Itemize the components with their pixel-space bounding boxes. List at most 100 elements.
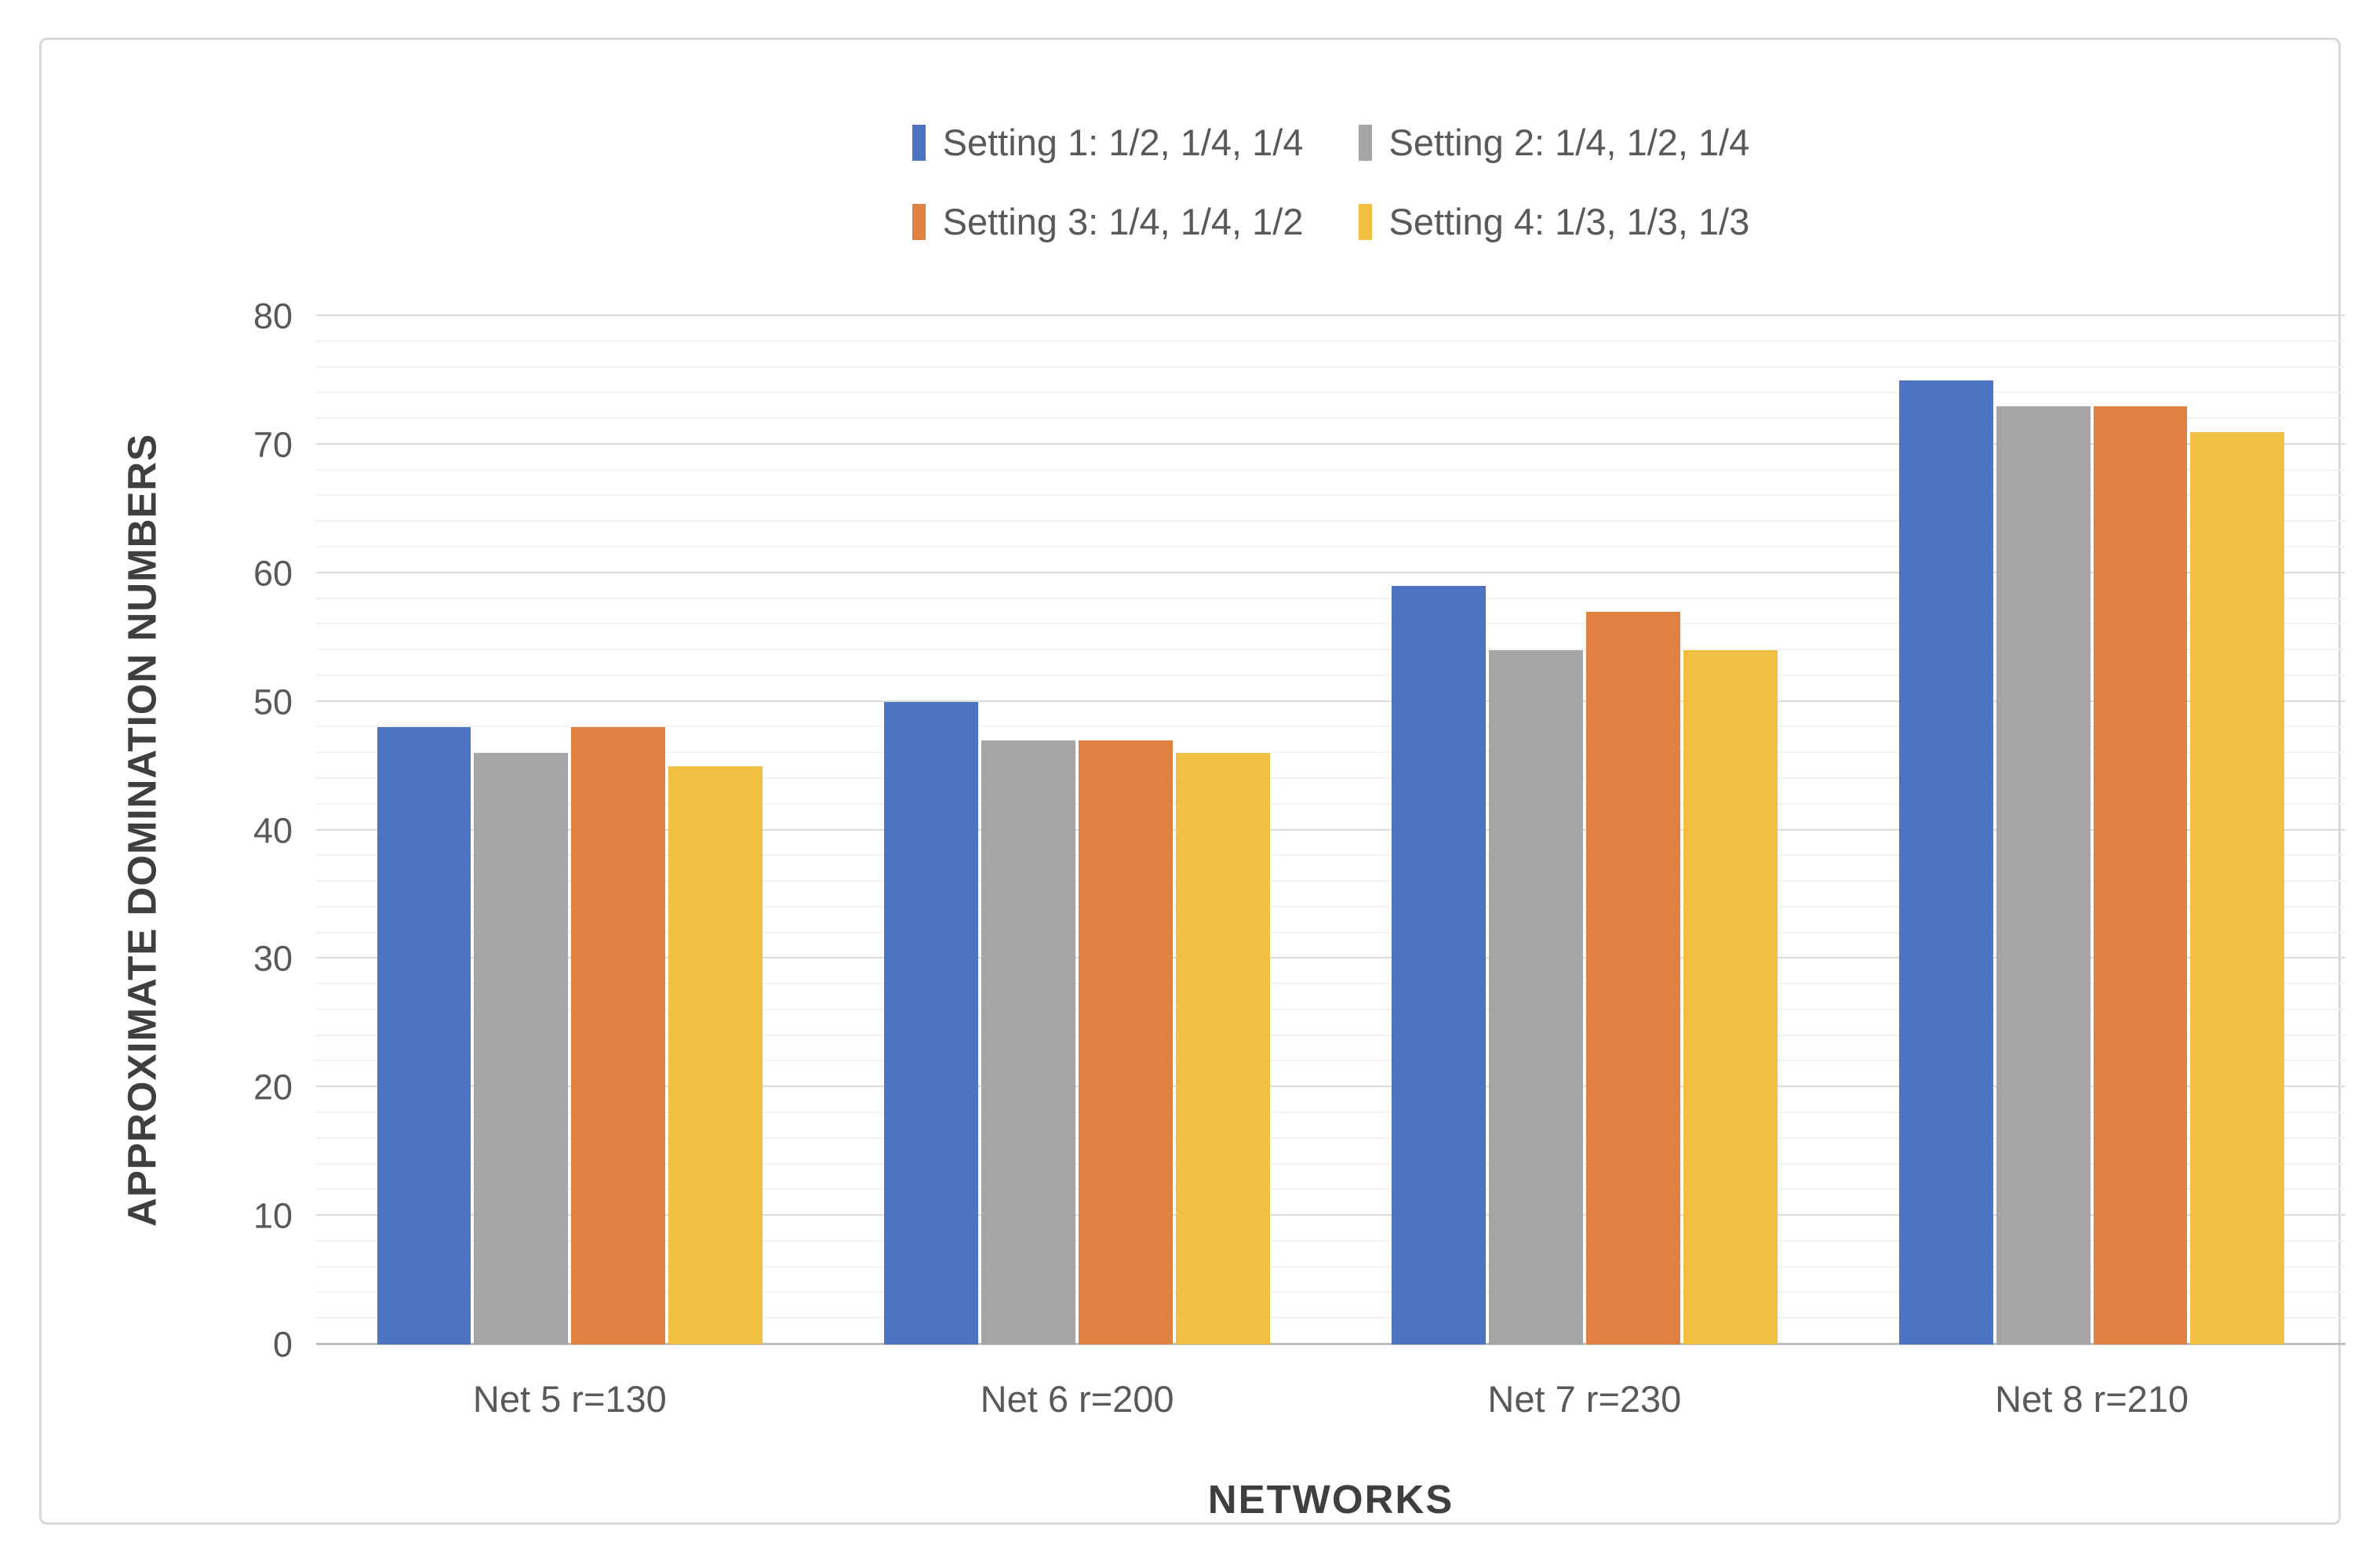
x-category-label: Net 8 r=210	[1995, 1378, 2189, 1420]
major-gridline	[316, 1214, 2345, 1217]
y-tick-label: 80	[253, 296, 293, 336]
minor-gridline	[316, 880, 2345, 882]
x-category-label: Net 6 r=200	[980, 1378, 1174, 1420]
minor-gridline	[316, 597, 2345, 599]
bar	[1175, 753, 1270, 1344]
y-tick-label: 10	[253, 1195, 293, 1236]
minor-gridline	[316, 1034, 2345, 1036]
minor-gridline	[316, 905, 2345, 907]
legend-item: Setting 1: 1/2, 1/4, 1/4	[912, 121, 1304, 164]
legend-item: Setting 4: 1/3, 1/3, 1/3	[1358, 200, 1750, 243]
bar	[474, 753, 569, 1344]
minor-gridline	[316, 777, 2345, 779]
minor-gridline	[316, 468, 2345, 471]
bar-group	[1331, 316, 1839, 1344]
y-tick-label: 0	[272, 1324, 293, 1365]
x-category-labels: Net 5 r=130 Net 6 r=200 Net 7 r=230 Net 8 r…	[316, 1377, 2345, 1420]
major-gridline	[316, 315, 2345, 316]
minor-gridline	[316, 1317, 2345, 1319]
bar	[1488, 650, 1583, 1344]
bar	[981, 740, 1076, 1344]
bar	[1996, 406, 2091, 1344]
y-axis-title: APPROXIMATE DOMINATION NUMBERS	[119, 433, 165, 1228]
major-gridline	[316, 1086, 2345, 1088]
bar-group	[1838, 316, 2345, 1344]
minor-gridline	[316, 1008, 2345, 1010]
y-tick-label: 50	[253, 682, 293, 722]
bar	[571, 727, 666, 1344]
minor-gridline	[316, 366, 2345, 368]
bar-groups	[316, 316, 2345, 1344]
minor-gridline	[316, 1188, 2345, 1191]
y-tick-label: 70	[253, 424, 293, 465]
minor-gridline	[316, 726, 2345, 728]
minor-gridline	[316, 1291, 2345, 1293]
bar	[1898, 380, 1993, 1344]
minor-gridline	[316, 340, 2345, 342]
minor-gridline	[316, 417, 2345, 420]
legend-label: Setting 1: 1/2, 1/4, 1/4	[942, 122, 1304, 163]
legend-swatch	[1358, 124, 1372, 161]
bar-group	[316, 316, 824, 1344]
x-axis-title: NETWORKS	[1207, 1477, 1454, 1522]
legend-label: Setting 4: 1/3, 1/3, 1/3	[1388, 201, 1750, 242]
chart-legend: Setting 1: 1/2, 1/4, 1/4 Setting 2: 1/4, …	[316, 103, 2345, 261]
minor-gridline	[316, 751, 2345, 754]
minor-gridline	[316, 1060, 2345, 1062]
bar-group	[824, 316, 1331, 1344]
legend-swatch	[912, 124, 926, 161]
bar	[668, 766, 763, 1344]
major-gridline	[316, 957, 2345, 959]
major-gridline	[316, 828, 2345, 831]
bar	[1392, 586, 1486, 1344]
bar-cluster	[884, 316, 1270, 1344]
y-tick-label: 60	[253, 553, 293, 594]
legend-row: Setting 3: 1/4, 1/4, 1/2 Setting 4: 1/3, …	[316, 182, 2345, 261]
bar	[1079, 740, 1173, 1344]
x-axis-line	[316, 1343, 2345, 1345]
bar	[884, 701, 979, 1344]
bar	[2093, 406, 2188, 1344]
x-category-label: Net 7 r=230	[1487, 1378, 1682, 1420]
bar	[1585, 611, 1680, 1344]
minor-gridline	[316, 1111, 2345, 1114]
minor-gridline	[316, 494, 2345, 496]
legend-label: Setting 3: 1/4, 1/4, 1/2	[942, 201, 1304, 242]
y-tick-label: 40	[253, 810, 293, 850]
major-gridline	[316, 571, 2345, 573]
y-tick-label: 20	[253, 1067, 293, 1108]
legend-item: Setting 2: 1/4, 1/2, 1/4	[1358, 121, 1750, 164]
y-tick-label: 30	[253, 938, 293, 979]
minor-gridline	[316, 854, 2345, 857]
legend-swatch	[1358, 203, 1372, 240]
legend-label: Setting 2: 1/4, 1/2, 1/4	[1388, 122, 1750, 163]
minor-gridline	[316, 802, 2345, 805]
chart-frame: Setting 1: 1/2, 1/4, 1/4 Setting 2: 1/4, …	[39, 38, 2345, 1525]
plot-area: 0 10 20 30 40 50 60 70 80 Net 5 r=130 Net 6 r=200…	[253, 299, 2345, 1522]
x-category-label: Net 5 r=130	[472, 1378, 667, 1420]
legend-item: Setting 3: 1/4, 1/4, 1/2	[912, 200, 1304, 243]
bar	[1683, 650, 1778, 1344]
bar	[2190, 431, 2285, 1344]
minor-gridline	[316, 931, 2345, 933]
minor-gridline	[316, 623, 2345, 625]
minor-gridline	[316, 545, 2345, 547]
legend-swatch	[912, 203, 926, 240]
minor-gridline	[316, 649, 2345, 651]
minor-gridline	[316, 1239, 2345, 1242]
minor-gridline	[316, 983, 2345, 985]
minor-gridline	[316, 520, 2345, 522]
minor-gridline	[316, 674, 2345, 676]
major-gridline	[316, 442, 2345, 445]
bar-cluster	[1392, 316, 1778, 1344]
minor-gridline	[316, 1162, 2345, 1165]
bar-cluster	[1898, 316, 2285, 1344]
minor-gridline	[316, 1265, 2345, 1268]
legend-row: Setting 1: 1/2, 1/4, 1/4 Setting 2: 1/4, …	[316, 103, 2345, 182]
bar	[377, 727, 471, 1344]
bar-cluster	[377, 316, 763, 1344]
minor-gridline	[316, 1137, 2345, 1139]
major-gridline	[316, 700, 2345, 702]
minor-gridline	[316, 391, 2345, 394]
